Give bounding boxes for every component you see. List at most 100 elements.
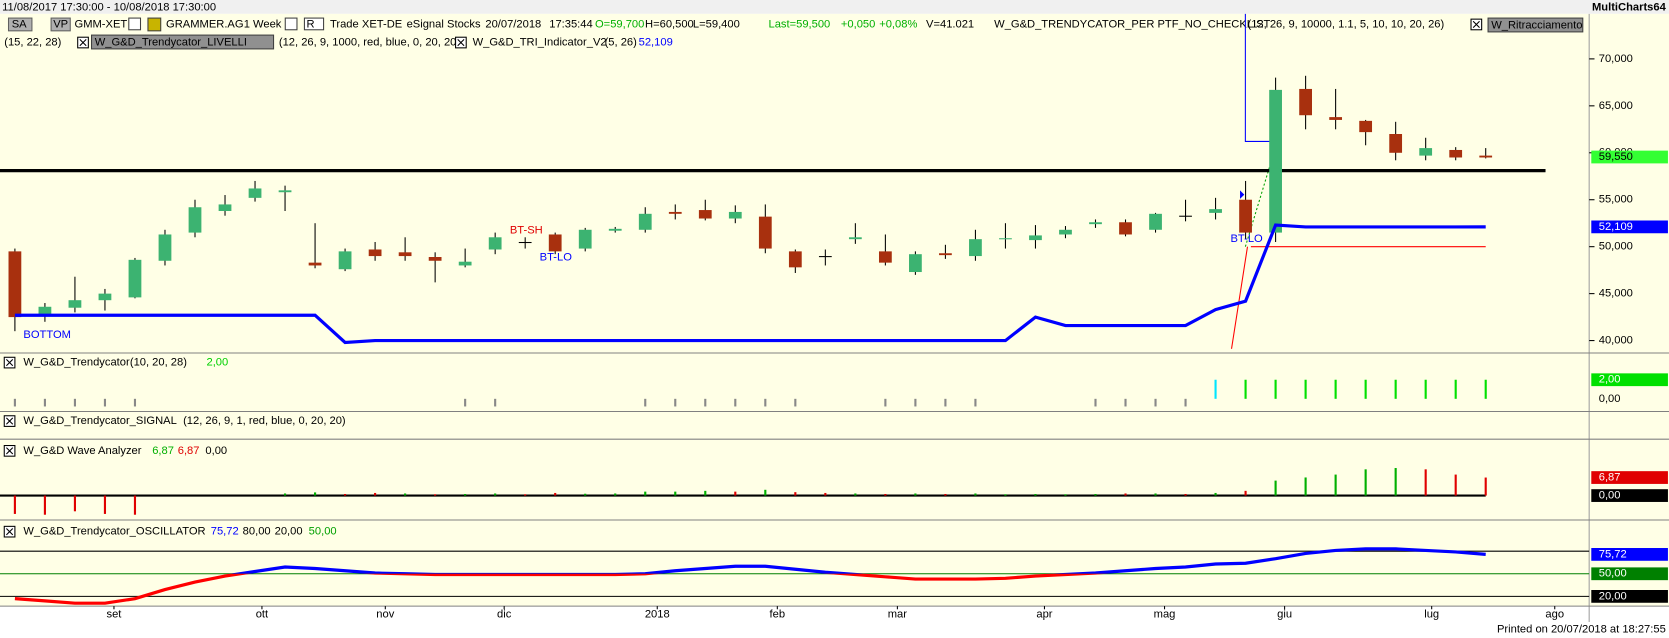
indicator-bar (494, 493, 497, 496)
indicator-bar (614, 493, 617, 496)
y-tick-label: 65,000 (1599, 100, 1633, 112)
axis-marker-label: 50,00 (1599, 568, 1627, 580)
indicator-bar (1454, 379, 1457, 399)
indicator-bar (1304, 379, 1307, 399)
indicator-bar (374, 492, 377, 496)
chart-area (0, 13, 1669, 607)
study3-params: (12, 26, 9, 1000, red, blue, 0, 20, 20) (279, 36, 460, 48)
indicator-bar (734, 398, 737, 407)
x-tick-label: ago (1545, 609, 1564, 621)
candle-body (1389, 134, 1403, 153)
candle-body (458, 261, 472, 266)
vp-button[interactable] (50, 17, 71, 32)
candle-body (668, 211, 682, 214)
indicator-bar (644, 491, 647, 496)
panel-title: W_G&D_Trendycator_SIGNAL (23, 415, 176, 427)
panel-params: (12, 26, 9, 1, red, blue, 0, 20, 20) (183, 415, 346, 427)
resolution-dropdown[interactable] (284, 17, 298, 31)
study4-params: (5, 26) (605, 36, 638, 48)
indicator-bar (974, 493, 977, 496)
indicator-bar (1214, 492, 1217, 496)
candle-body (638, 213, 652, 230)
candle-body (1329, 117, 1343, 120)
indicator-bar (1394, 379, 1397, 399)
panel-separators (0, 352, 1669, 607)
indicator-bar (764, 398, 767, 407)
study3-close[interactable] (77, 36, 89, 49)
trade: Trade (330, 18, 359, 30)
symbol-name: GRAMMER.AG (166, 18, 244, 30)
candle-body (98, 293, 112, 301)
y-tick-label: 40,000 (1599, 335, 1633, 347)
indicator-bar (914, 493, 917, 496)
indicator-bar (1094, 398, 1097, 407)
indicator-bar (13, 495, 16, 514)
x-tick-label: mag (1154, 609, 1176, 621)
date-range: 11/08/2017 17:30:00 - 10/08/2018 17:30:0… (2, 1, 216, 13)
indicator-bar (344, 493, 347, 496)
indicator-bar (854, 493, 857, 496)
study2-box[interactable] (1487, 17, 1584, 33)
indicator-bar (1094, 493, 1097, 496)
study-name: W_G&D_TRENDYCATOR_PER PTF_NO_CHECKLIST (994, 18, 1270, 30)
candle-body (608, 228, 622, 231)
study3-box[interactable] (91, 34, 275, 50)
indicator-bar (974, 398, 977, 407)
candle-body (578, 229, 592, 249)
study3-name: W_G&D_Trendycator_LIVELLI (95, 36, 247, 48)
title-bar (0, 0, 1669, 14)
study-params: (12, 26, 9, 10000, 1.1, 5, 10, 10, 20, 2… (1247, 18, 1444, 30)
x-tick-label: 2018 (645, 609, 670, 621)
candle-body (1089, 222, 1102, 225)
study2-name: W_Ritracciamento (1491, 19, 1582, 31)
last: Last=59,500 (769, 18, 831, 30)
study4-name: W_G&D_TRI_Indicator_V2 (473, 36, 607, 48)
indicator-bar (1334, 474, 1337, 496)
indicator-bar (554, 492, 557, 496)
candle-body (698, 210, 712, 219)
indicator-bar (1274, 480, 1277, 496)
candle-body (999, 238, 1012, 240)
candle-body (939, 253, 952, 256)
y-tick-label: 70,000 (1599, 53, 1633, 65)
x-tick-label: ott (256, 609, 269, 621)
indicator-bar (1364, 379, 1367, 399)
candle-body (1299, 88, 1312, 116)
high: H=60,500 (645, 18, 694, 30)
candle-body (8, 251, 22, 318)
signal-line (1231, 246, 1249, 349)
close-x (6, 447, 14, 455)
indicator-bar (1334, 379, 1337, 399)
oscillator-title: W_G&D_Trendycator_OSCILLATOR 75,72 (3, 526, 239, 538)
study4-close[interactable] (455, 36, 467, 49)
candle-body (398, 252, 412, 257)
candle-body (38, 306, 52, 315)
indicator-bar (133, 398, 137, 407)
close-x (457, 38, 465, 47)
axis-marker-label: 0,00 (1599, 490, 1621, 502)
candle-body (1209, 209, 1222, 213)
indicator-bar (43, 495, 46, 515)
candle-body (368, 249, 382, 257)
annotation: BT-SH (510, 225, 543, 237)
vp-label: VP (53, 18, 68, 30)
indicator-bar (914, 398, 917, 407)
indicator-bar (1364, 469, 1367, 496)
symbol-dropdown[interactable] (128, 17, 142, 31)
indicator-bar (734, 491, 737, 496)
r-button[interactable] (303, 17, 325, 31)
candle-body (818, 256, 832, 258)
x-tick-label: mar (888, 609, 908, 621)
candle-body (758, 216, 772, 249)
candle-body (158, 234, 172, 261)
candle-body (1179, 215, 1192, 217)
sa-label: SA (12, 18, 27, 30)
panel-param: 80,00 (243, 526, 271, 538)
study2-close[interactable] (1470, 18, 1483, 31)
axis-marker-box (1591, 150, 1668, 164)
close-x (1472, 20, 1480, 29)
symbol-icon[interactable] (147, 17, 162, 32)
x-tick-label: apr (1036, 609, 1052, 621)
sa-button[interactable] (7, 17, 33, 32)
